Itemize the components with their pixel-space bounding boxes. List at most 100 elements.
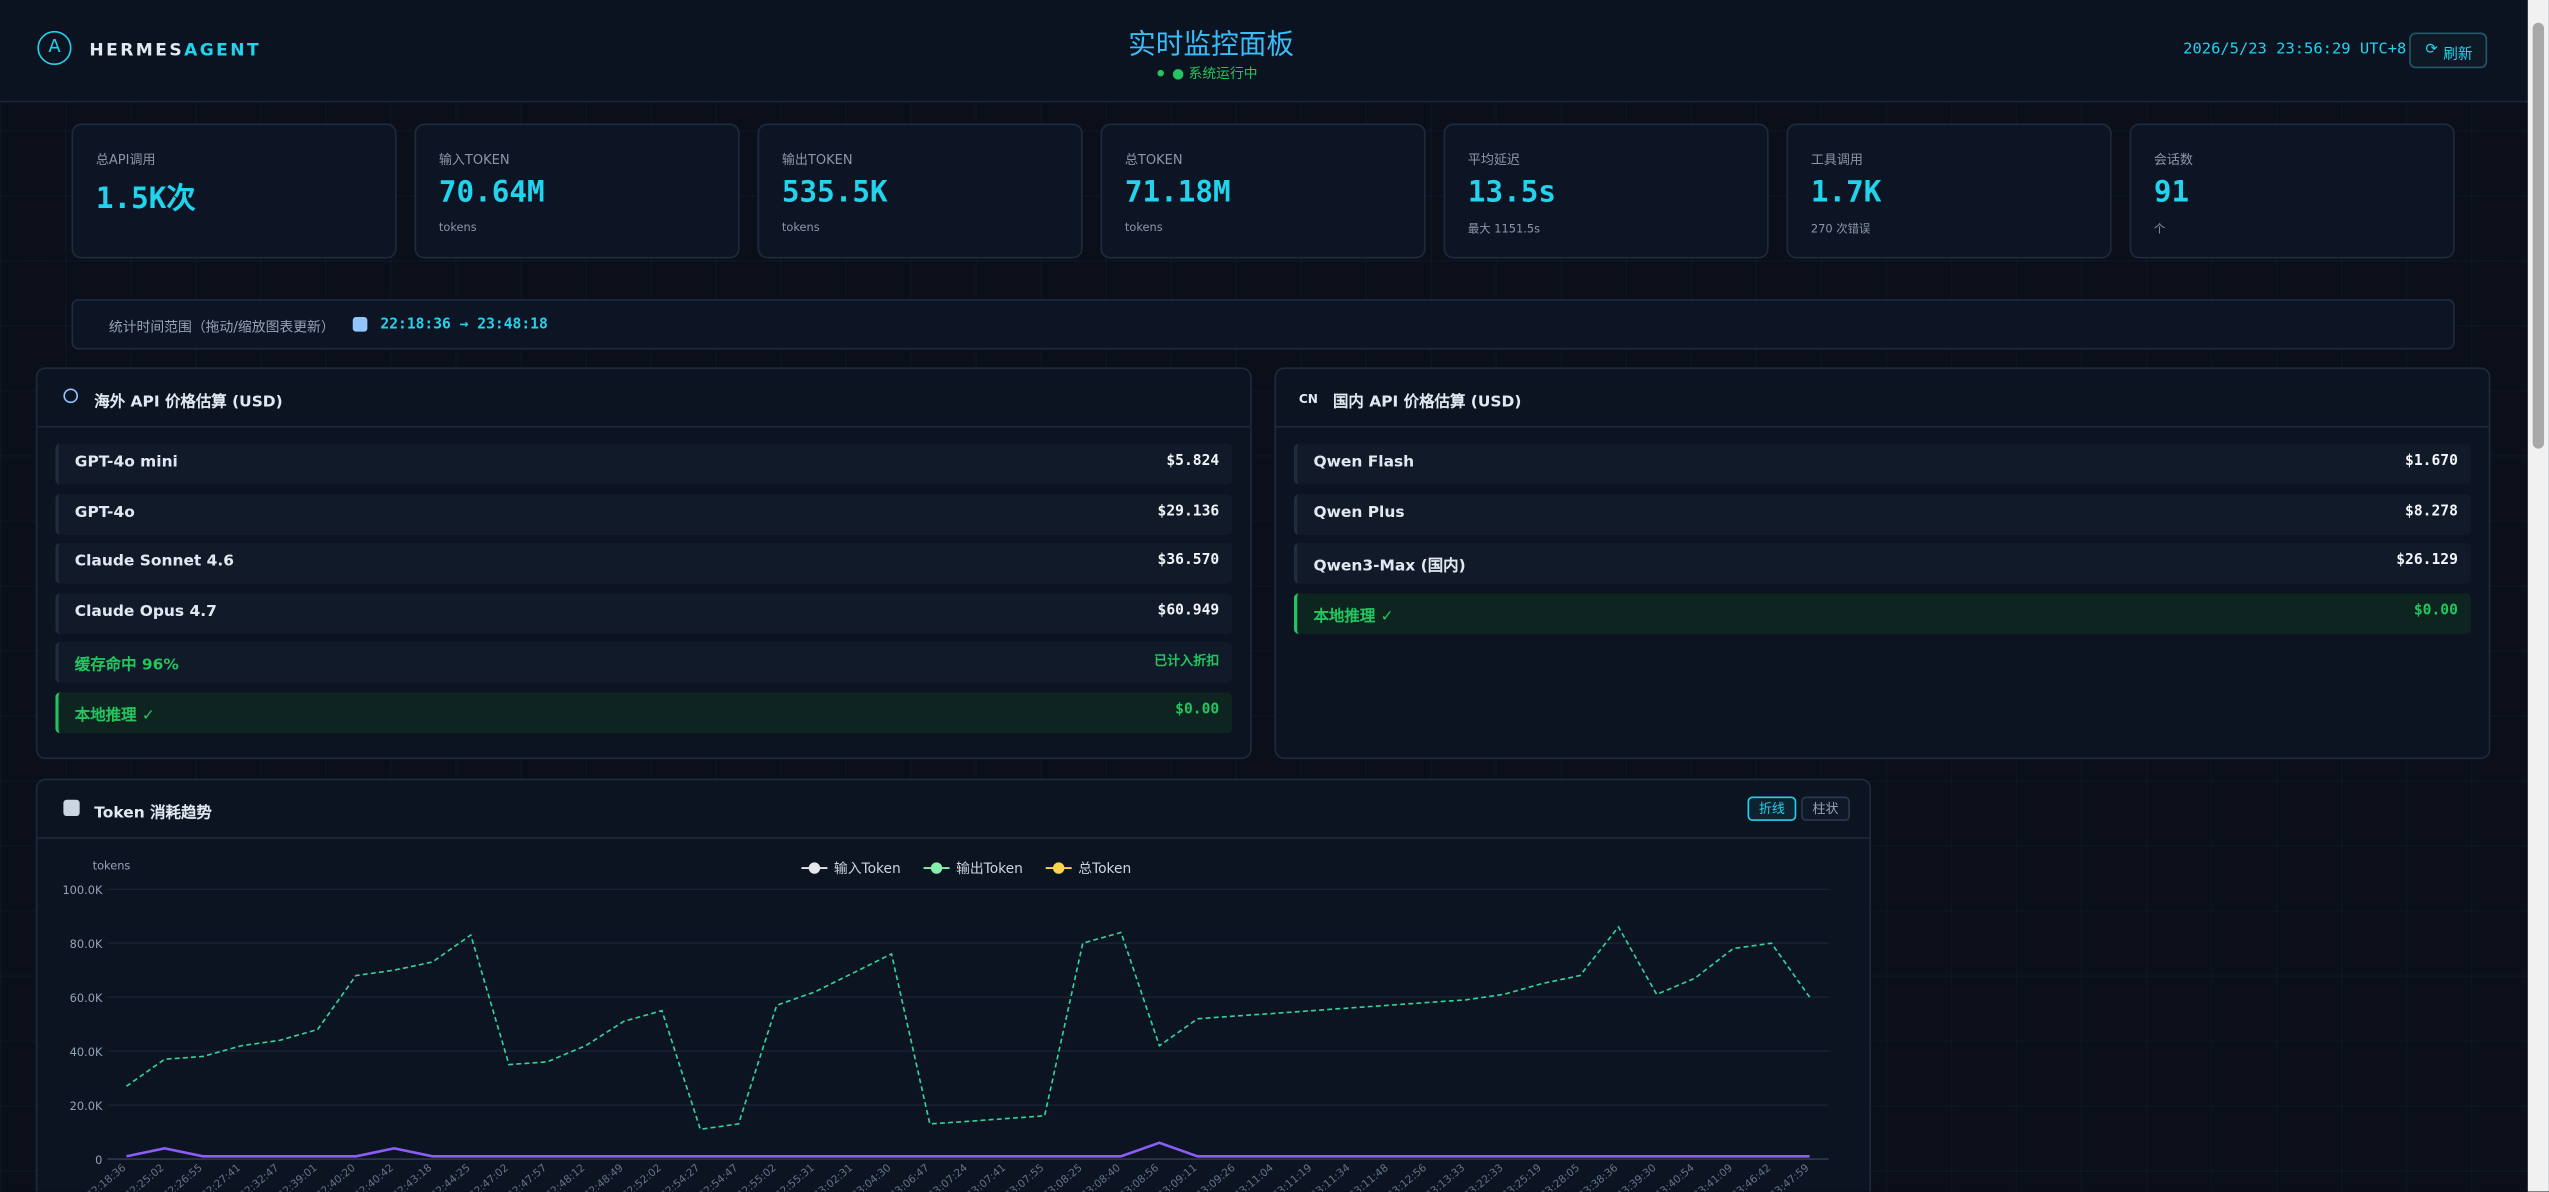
model-name: 本地推理 ✓ bbox=[74, 707, 155, 726]
x-tick-label: 22:54:47 bbox=[696, 1162, 740, 1192]
price: $29.136 bbox=[1157, 503, 1220, 520]
x-tick-label: 23:22:33 bbox=[1462, 1162, 1506, 1192]
stat-card: 总API调用 1.5K次 bbox=[71, 123, 397, 259]
x-tick-label: 23:46:42 bbox=[1729, 1162, 1773, 1192]
x-tick-label: 23:06:47 bbox=[888, 1162, 932, 1192]
bar-button[interactable]: 柱状 bbox=[1801, 796, 1850, 821]
x-tick-label: 23:41:09 bbox=[1691, 1162, 1735, 1192]
legend-marker bbox=[930, 862, 943, 874]
model-name: Qwen Plus bbox=[1313, 503, 1405, 522]
y-tick-label: 0 bbox=[95, 1153, 102, 1167]
legend-label: 输出Token bbox=[956, 861, 1023, 877]
datetime: 2026/5/23 23:56:29 UTC+8 bbox=[2183, 40, 2407, 59]
model-name: 本地推理 ✓ bbox=[1313, 607, 1394, 626]
refresh-button[interactable]: ⟳ 刷新 bbox=[2409, 32, 2488, 69]
x-tick-label: 23:38:36 bbox=[1576, 1162, 1620, 1192]
stat-label: 总API调用 bbox=[95, 152, 156, 168]
x-tick-label: 23:12:56 bbox=[1385, 1162, 1429, 1192]
x-tick-label: 23:11:34 bbox=[1309, 1162, 1353, 1192]
y-tick-label: 20.0K bbox=[70, 1099, 103, 1113]
x-tick-label: 23:07:41 bbox=[964, 1162, 1008, 1192]
scrollbar[interactable] bbox=[2527, 0, 2549, 1192]
x-tick-label: 23:28:05 bbox=[1538, 1162, 1582, 1192]
legend-label: 总Token bbox=[1078, 861, 1131, 877]
x-tick-label: 23:11:48 bbox=[1347, 1162, 1391, 1192]
stat-label: 平均延迟 bbox=[1467, 152, 1520, 168]
model-name: Qwen3-Max (国内) bbox=[1313, 557, 1466, 576]
panel-title: 海外 API 价格估算 (USD) bbox=[94, 393, 283, 412]
stat-sub: 270 次错误 bbox=[1810, 222, 1871, 236]
model-name: Claude Opus 4.7 bbox=[74, 602, 217, 621]
price-row: 本地推理 ✓ $0.00 bbox=[55, 692, 1233, 734]
price-row: Qwen3-Max (国内) $26.129 bbox=[1293, 543, 2471, 584]
y-tick-label: 40.0K bbox=[70, 1045, 103, 1059]
x-tick-label: 23:09:26 bbox=[1194, 1162, 1238, 1192]
x-tick-label: 22:26:55 bbox=[161, 1162, 205, 1192]
x-tick-label: 22:48:12 bbox=[543, 1162, 587, 1192]
header bbox=[0, 0, 2549, 103]
scroll-thumb[interactable] bbox=[2532, 22, 2545, 449]
price: $26.129 bbox=[2396, 553, 2458, 570]
price: $0.00 bbox=[1175, 702, 1220, 719]
x-tick-label: 22:43:18 bbox=[390, 1162, 434, 1192]
stat-card: 会话数 91 个 bbox=[2129, 123, 2455, 259]
x-tick-label: 23:07:55 bbox=[1002, 1162, 1046, 1192]
x-tick-label: 23:39:30 bbox=[1615, 1162, 1659, 1192]
price: 已计入折扣 bbox=[1154, 654, 1220, 669]
model-name: Qwen Flash bbox=[1313, 453, 1415, 472]
series-line bbox=[126, 925, 1811, 1131]
stat-value: 91 bbox=[2153, 175, 2190, 210]
page-title: 实时监控面板 bbox=[1128, 29, 1294, 62]
x-tick-label: 22:48:49 bbox=[582, 1162, 626, 1192]
x-tick-label: 23:11:19 bbox=[1270, 1162, 1314, 1192]
chart-icon bbox=[63, 799, 80, 817]
stat-value: 1.5K次 bbox=[95, 182, 196, 217]
stat-value: 13.5s bbox=[1467, 175, 1557, 210]
y-tick-label: 80.0K bbox=[70, 937, 103, 951]
x-tick-label: 22:25:02 bbox=[123, 1162, 167, 1192]
x-tick-label: 23:02:31 bbox=[811, 1162, 855, 1192]
y-tick-label: 60.0K bbox=[70, 991, 103, 1005]
x-tick-label: 23:40:54 bbox=[1653, 1162, 1697, 1192]
stat-label: 会话数 bbox=[2153, 152, 2193, 168]
x-tick-label: 22:44:25 bbox=[429, 1162, 473, 1192]
x-tick-label: 23:07:24 bbox=[926, 1162, 970, 1192]
stat-card: 输出TOKEN 535.5K tokens bbox=[757, 123, 1083, 259]
legend-marker bbox=[808, 862, 821, 874]
price-row: GPT-4o $29.136 bbox=[55, 493, 1233, 535]
x-tick-label: 22:40:42 bbox=[352, 1162, 396, 1192]
x-tick-label: 22:47:57 bbox=[505, 1162, 549, 1192]
price-row: 缓存命中 96% 已计入折扣 bbox=[55, 642, 1233, 684]
legend-label: 输入Token bbox=[834, 861, 901, 877]
cn-tag: CN bbox=[1298, 391, 1319, 407]
stat-sub: tokens bbox=[1124, 221, 1163, 235]
price-row: GPT-4o mini $5.824 bbox=[55, 443, 1233, 485]
price-row: 本地推理 ✓ $0.00 bbox=[1293, 593, 2471, 634]
stat-card: 平均延迟 13.5s 最大 1151.5s bbox=[1443, 123, 1769, 259]
stat-label: 工具调用 bbox=[1810, 152, 1863, 168]
divider bbox=[37, 837, 1870, 839]
divider bbox=[37, 425, 1251, 428]
model-name: GPT-4o mini bbox=[74, 453, 178, 472]
price: $1.670 bbox=[2405, 453, 2458, 470]
x-tick-label: 23:08:56 bbox=[1117, 1162, 1161, 1192]
x-tick-label: 22:27:41 bbox=[199, 1162, 243, 1192]
stat-card: 工具调用 1.7K 270 次错误 bbox=[1786, 123, 2112, 259]
x-tick-label: 23:13:33 bbox=[1423, 1162, 1467, 1192]
x-tick-label: 22:39:01 bbox=[276, 1162, 320, 1192]
y-axis-label: tokens bbox=[93, 859, 131, 873]
stat-sub: tokens bbox=[781, 221, 820, 235]
line-button[interactable]: 折线 bbox=[1747, 796, 1797, 821]
stat-value: 1.7K bbox=[1810, 175, 1882, 210]
price: $36.570 bbox=[1157, 553, 1220, 570]
x-tick-label: 22:40:20 bbox=[314, 1162, 358, 1192]
stat-value: 535.5K bbox=[781, 175, 888, 210]
brand-main: HERMES bbox=[89, 40, 185, 61]
price: $8.278 bbox=[2405, 503, 2458, 520]
stat-value: 70.64M bbox=[438, 175, 545, 210]
x-tick-label: 23:09:11 bbox=[1156, 1162, 1200, 1192]
refresh-icon: ⟳ bbox=[2425, 42, 2438, 59]
